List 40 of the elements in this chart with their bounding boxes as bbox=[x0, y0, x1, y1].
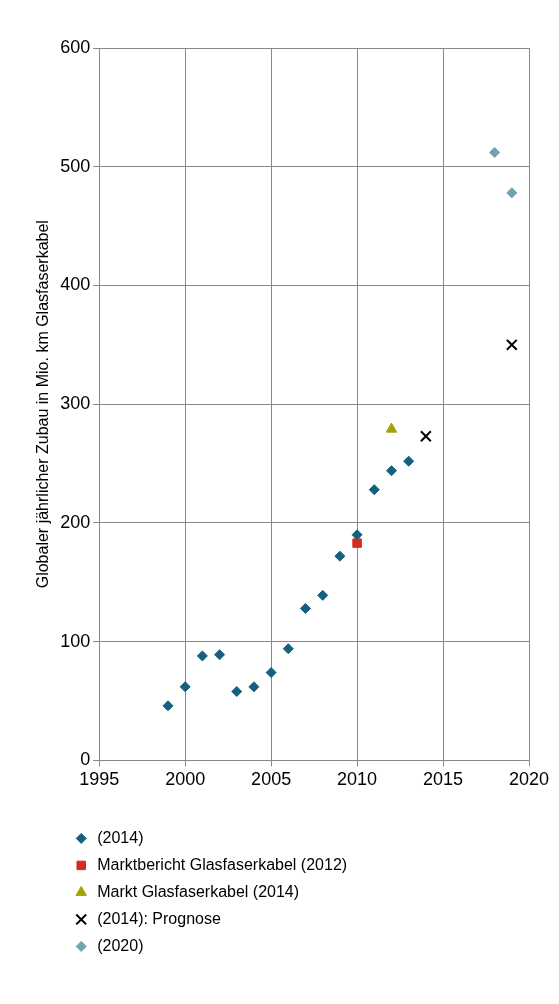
point bbox=[214, 649, 226, 661]
legend-label: Markt Glasfaserkabel (2014) bbox=[97, 882, 300, 900]
point bbox=[334, 550, 346, 562]
point bbox=[368, 484, 380, 496]
point bbox=[352, 538, 362, 548]
y-axis-title: Globaler jährlicher Zubau in Mio. km Glasfaserkabel bbox=[34, 220, 52, 589]
point bbox=[419, 430, 432, 443]
point bbox=[282, 643, 294, 655]
y-tick-label: 0 bbox=[80, 749, 91, 770]
y-tick-label: 300 bbox=[60, 393, 91, 414]
legend-label: (2014) bbox=[97, 828, 144, 846]
point bbox=[385, 422, 398, 433]
x-tick-label: 2000 bbox=[165, 769, 206, 790]
x-tick-label: 1995 bbox=[79, 769, 120, 790]
y-tick-label: 600 bbox=[60, 36, 91, 57]
point bbox=[403, 455, 415, 467]
point bbox=[489, 146, 501, 158]
point bbox=[505, 338, 518, 351]
y-tick-label: 200 bbox=[60, 511, 91, 532]
point bbox=[179, 681, 191, 693]
point bbox=[300, 602, 312, 614]
point bbox=[248, 681, 260, 693]
y-tick-label: 100 bbox=[60, 630, 91, 651]
point bbox=[385, 465, 397, 477]
x-tick-label: 2010 bbox=[337, 769, 378, 790]
y-tick-label: 400 bbox=[60, 274, 91, 295]
x-tick-label: 2020 bbox=[508, 769, 550, 790]
x-tick-label: 2015 bbox=[423, 769, 464, 790]
point bbox=[265, 667, 277, 679]
point bbox=[231, 686, 243, 698]
legend-label: (2020) bbox=[97, 936, 144, 954]
point bbox=[162, 700, 174, 712]
x-tick-label: 2005 bbox=[251, 769, 292, 790]
legend-label: Marktbericht Glasfaserkabel (2012) bbox=[97, 855, 348, 873]
point bbox=[196, 650, 208, 662]
point bbox=[351, 529, 363, 541]
legend-label: (2014): Prognose bbox=[97, 909, 221, 927]
y-tick-label: 500 bbox=[60, 155, 91, 176]
point bbox=[506, 187, 518, 199]
point bbox=[317, 589, 329, 601]
